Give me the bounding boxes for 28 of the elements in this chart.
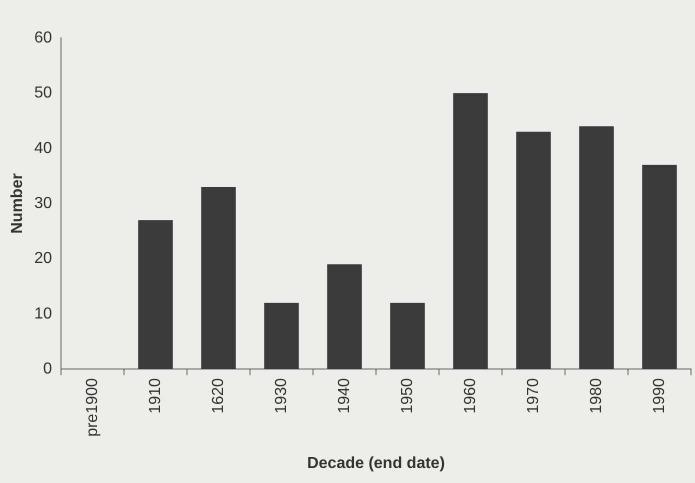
x-tick-label: 1950 [398,378,416,414]
x-tick-label: 1930 [272,378,290,414]
y-tick-label: 50 [34,84,52,102]
y-tick-label: 0 [43,360,52,378]
x-tick-label: pre1900 [84,378,101,437]
x-tick-label: 1910 [146,378,164,414]
y-tick-label: 30 [34,194,52,212]
bar [516,132,551,370]
bar [390,302,425,370]
bar [579,126,614,370]
x-tick-label: 1960 [462,378,479,414]
y-tick-label: 60 [34,29,52,46]
y-axis-title: Number [9,173,26,234]
x-tick-label: 1940 [336,378,353,414]
bar [327,264,362,370]
bar [264,302,299,370]
x-tick-label: 1620 [210,378,227,414]
bar [453,93,488,370]
x-axis-title: Decade (end date) [307,454,445,472]
x-tick-label: 1970 [524,378,542,414]
x-tick-label: 1990 [650,378,668,414]
y-tick-label: 40 [34,140,52,157]
bar [138,220,173,370]
y-tick-label: 20 [34,250,52,268]
y-tick-label: 10 [34,305,52,322]
bar [201,186,236,370]
x-tick-label: 1980 [588,378,605,414]
bar [642,164,677,370]
